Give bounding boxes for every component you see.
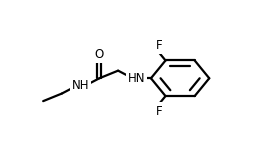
Text: O: O: [95, 48, 104, 61]
Text: F: F: [156, 39, 162, 52]
Text: NH: NH: [72, 79, 89, 92]
Text: HN: HN: [128, 72, 146, 85]
Text: F: F: [156, 105, 162, 118]
